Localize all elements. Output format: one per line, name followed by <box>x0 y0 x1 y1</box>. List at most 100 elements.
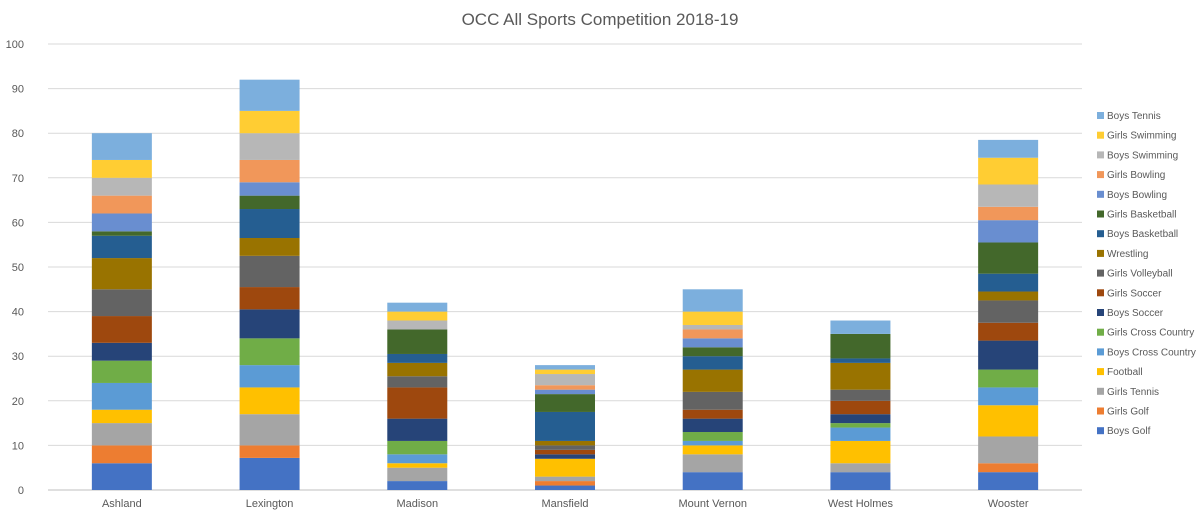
y-tick-label: 10 <box>12 440 24 452</box>
legend-swatch <box>1097 171 1104 179</box>
bar-segment <box>387 467 448 482</box>
legend-swatch <box>1097 190 1104 198</box>
legend-label: Girls Tennis <box>1107 387 1159 398</box>
bar-segment <box>91 423 152 446</box>
legend-label: Football <box>1107 367 1143 378</box>
bar-segment <box>535 449 595 455</box>
bar-segment <box>239 209 300 239</box>
y-tick-label: 80 <box>12 128 24 140</box>
bar-segment <box>91 382 152 410</box>
x-tick-label: West Holmes <box>828 498 894 510</box>
bar-segment <box>682 432 743 441</box>
legend-item: Boys Golf <box>1097 426 1151 437</box>
bar-segment <box>830 414 891 424</box>
bar-segment <box>387 454 448 464</box>
bar-segment <box>239 457 300 490</box>
bar-segment <box>91 133 152 160</box>
bar-segment <box>978 405 1039 437</box>
bar-segment <box>535 458 595 477</box>
bar-segment <box>978 300 1039 323</box>
bar-segment <box>387 481 448 490</box>
bar-segment <box>682 324 743 330</box>
bar-segment <box>387 329 448 354</box>
legend-item: Football <box>1097 367 1143 378</box>
bar-segment <box>978 220 1039 243</box>
x-tick-label: Madison <box>396 498 438 510</box>
bar-segment <box>830 463 891 473</box>
gridlines <box>48 43 1082 491</box>
bar-segment <box>978 139 1039 158</box>
bar-segment <box>91 342 152 361</box>
legend-label: Boys Basketball <box>1107 229 1178 240</box>
bar-segment <box>387 311 448 321</box>
bar-segment <box>830 423 891 428</box>
bar-segment <box>239 79 300 111</box>
bar-segment <box>239 309 300 339</box>
legend-swatch <box>1097 309 1104 316</box>
y-tick-label: 100 <box>6 39 24 51</box>
bar-segment <box>239 387 300 415</box>
x-tick-label: Wooster <box>988 498 1029 510</box>
chart-title: OCC All Sports Competition 2018-19 <box>462 10 739 29</box>
y-tick-label: 60 <box>12 217 24 229</box>
legend-label: Boys Soccer <box>1107 308 1164 319</box>
legend-item: Boys Tennis <box>1097 111 1161 122</box>
bar-segment <box>387 463 448 468</box>
x-tick-label: Mansfield <box>541 498 588 510</box>
legend: Boys Tennis Girls Swimming Boys Swimming Gi… <box>1097 111 1196 437</box>
bar-segment <box>830 400 891 415</box>
bar-segment <box>91 289 152 317</box>
legend-item: Girls Bowling <box>1097 170 1165 181</box>
legend-label: Boys Swimming <box>1107 150 1178 161</box>
legend-item: Girls Basketball <box>1097 210 1176 221</box>
bar-segment <box>978 387 1039 406</box>
bar-segment <box>978 157 1039 185</box>
bar-segment <box>91 213 152 232</box>
legend-label: Wrestling <box>1107 249 1149 260</box>
bar-segment <box>91 177 152 196</box>
legend-swatch <box>1097 289 1104 297</box>
bar-segment <box>830 427 891 441</box>
bar-segment <box>978 206 1039 221</box>
bar-segment <box>682 338 743 348</box>
bar-segment <box>91 445 152 464</box>
bar-segment <box>239 287 300 310</box>
bar-segment <box>91 231 152 236</box>
bar-segment <box>535 389 595 395</box>
bar-segment <box>239 159 300 183</box>
bar-segment <box>535 485 595 490</box>
bars <box>91 79 1039 490</box>
legend-item: Boys Soccer <box>1097 308 1164 319</box>
bar-segment <box>978 472 1039 490</box>
bar-segment <box>682 356 743 370</box>
bar-segment <box>387 320 448 330</box>
bar-segment <box>535 440 595 446</box>
bar-segment <box>978 463 1039 473</box>
bar-segment <box>682 289 743 312</box>
bar-segment <box>239 365 300 388</box>
bar-segment <box>239 338 300 366</box>
bar-segment <box>535 365 595 370</box>
bar-segment <box>535 481 595 486</box>
bar-segment <box>91 258 152 290</box>
bar-segment <box>535 454 595 459</box>
legend-item: Boys Swimming <box>1097 150 1178 161</box>
bar-segment <box>978 291 1039 301</box>
legend-label: Boys Cross Country <box>1107 347 1196 358</box>
legend-swatch <box>1097 407 1104 415</box>
bar-segment <box>830 320 891 334</box>
legend-label: Girls Basketball <box>1107 210 1176 221</box>
bar-segment <box>387 302 448 312</box>
legend-swatch <box>1097 348 1104 356</box>
legend-item: Boys Basketball <box>1097 229 1178 240</box>
legend-swatch <box>1097 269 1104 277</box>
legend-item: Girls Swimming <box>1097 131 1176 142</box>
legend-label: Boys Golf <box>1107 426 1151 437</box>
bar-segment <box>682 391 743 410</box>
bar-segment <box>830 440 891 464</box>
bar-segment <box>682 418 743 433</box>
bar-segment <box>91 195 152 214</box>
bar-segment <box>682 472 743 490</box>
bar-segment <box>91 235 152 259</box>
